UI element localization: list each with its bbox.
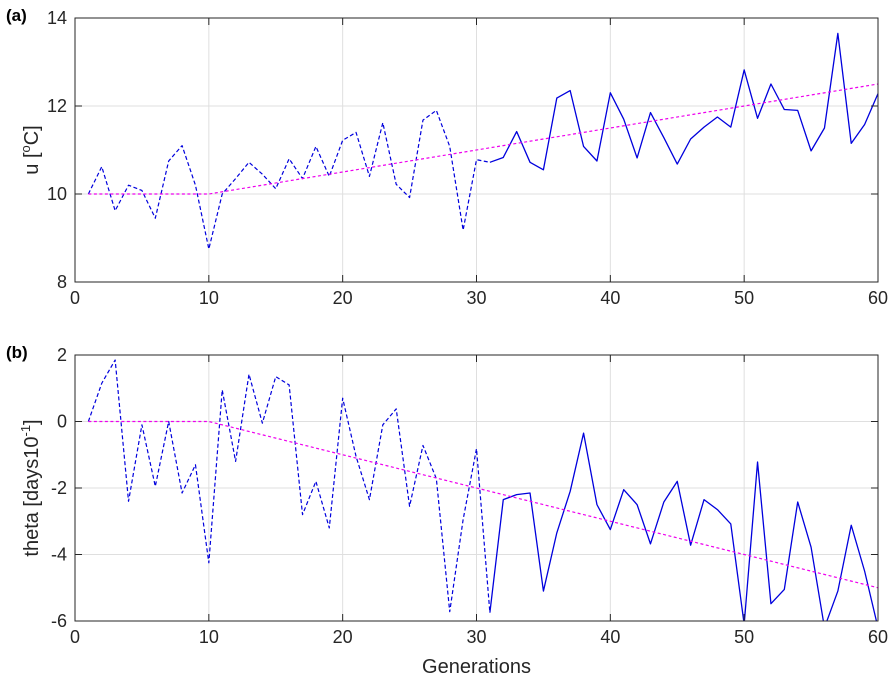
x-tick-label: 20 [333,627,353,647]
y-tick-label: 10 [47,184,67,204]
series-group-b [87,359,878,621]
x-tick-label: 30 [466,288,486,308]
x-tick-label: 40 [600,627,620,647]
y-axis-label-tail: C] [21,125,43,145]
y-tick-label: 8 [57,272,67,292]
trend-line-a [88,83,878,195]
x-axis-label-b: Generations [422,656,531,678]
y-axis-label-b: theta [days10-1] [18,419,43,556]
y-tick-label: -6 [51,611,67,631]
y-axis-label-main: theta [days10 [21,437,43,557]
series-solid-line-b [489,432,878,621]
trend-line-b [88,420,878,589]
x-tick-label: 0 [70,627,80,647]
x-tick-label: 0 [70,288,80,308]
y-tick-label: 14 [47,8,67,28]
panel-b: 0 10 20 30 40 50 60 -6 -4 -2 0 2 (b) theta [days10-1]… [6,343,888,678]
x-tick-label: 30 [466,627,486,647]
x-tick-label: 50 [734,288,754,308]
y-axis-label-superscript: -1 [18,425,33,437]
panel-label-a: (a) [6,6,27,25]
y-axis-label-main: u [ [21,152,43,175]
y-axis-label-superscript: o [18,145,33,152]
panel-label-b: (b) [6,343,28,362]
x-tick-label: 40 [600,288,620,308]
panel-a: 0 10 20 30 40 50 60 8 10 12 14 (a) u [oC] [6,6,888,308]
series-dashed-line-b [87,359,491,613]
y-tick-label: 2 [57,345,67,365]
series-solid-line-a [489,32,878,171]
y-tick-label: -4 [51,545,67,565]
x-tick-label: 20 [333,288,353,308]
x-tick-label: 60 [868,627,888,647]
x-tick-label: 60 [868,288,888,308]
series-dashed-line-a [87,109,490,250]
y-axis-label-tail: ] [21,419,43,425]
y-axis-label-a: u [oC] [18,125,43,174]
y-tick-label: 0 [57,412,67,432]
x-tick-label: 10 [199,288,219,308]
x-tick-label: 50 [734,627,754,647]
x-tick-label: 10 [199,627,219,647]
series-group-a [87,32,878,250]
y-tick-label: -2 [51,478,67,498]
y-tick-label: 12 [47,96,67,116]
